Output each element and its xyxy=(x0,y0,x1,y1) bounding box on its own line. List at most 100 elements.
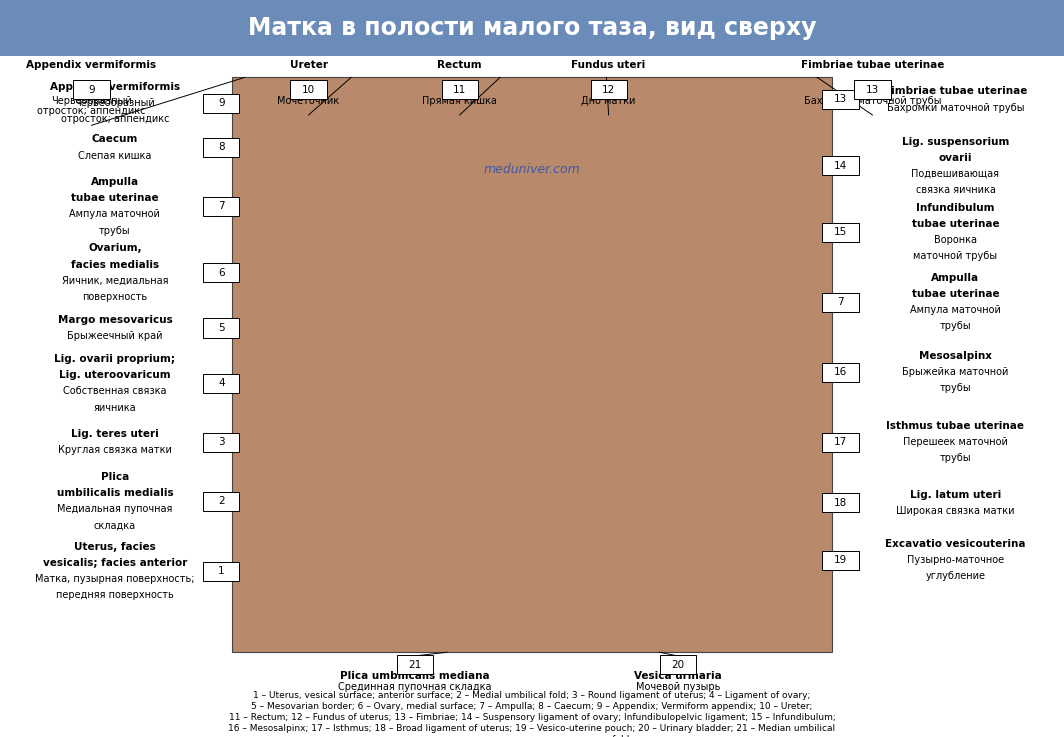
FancyBboxPatch shape xyxy=(203,318,239,338)
FancyBboxPatch shape xyxy=(203,263,239,282)
Text: meduniver.com: meduniver.com xyxy=(484,163,580,176)
Text: яичника: яичника xyxy=(94,402,136,413)
Text: fold: fold xyxy=(434,736,630,737)
Text: 5: 5 xyxy=(218,323,225,333)
Text: 3: 3 xyxy=(218,437,225,447)
Text: Plica umbilicalis mediana: Plica umbilicalis mediana xyxy=(340,671,489,681)
Text: трубы: трубы xyxy=(940,453,971,464)
Text: 17: 17 xyxy=(834,437,847,447)
Text: tubae uterinae: tubae uterinae xyxy=(912,289,999,299)
Text: Mesosalpinx: Mesosalpinx xyxy=(919,351,992,361)
Text: Appendix vermiformis: Appendix vermiformis xyxy=(50,82,180,92)
Text: Бахромки маточной трубы: Бахромки маточной трубы xyxy=(803,96,942,106)
Text: tubae uterinae: tubae uterinae xyxy=(71,193,159,203)
Text: 19: 19 xyxy=(834,555,847,565)
Text: 5 – Mesovarian border; 6 – Ovary, medial surface; 7 – Ampulla; 8 – Caecum; 9 – A: 5 – Mesovarian border; 6 – Ovary, medial… xyxy=(251,702,813,711)
Text: 7: 7 xyxy=(837,297,844,307)
FancyBboxPatch shape xyxy=(203,197,239,216)
FancyBboxPatch shape xyxy=(822,433,859,452)
Text: отросток; аппендикс: отросток; аппендикс xyxy=(61,114,169,125)
FancyBboxPatch shape xyxy=(660,655,696,674)
Text: Fimbriae tubae uterinae: Fimbriae tubae uterinae xyxy=(801,60,944,70)
Text: Срединная пупочная складка: Срединная пупочная складка xyxy=(338,682,492,692)
Text: 11 – Rectum; 12 – Fundus of uterus; 13 – Fimbriae; 14 – Suspensory ligament of o: 11 – Rectum; 12 – Fundus of uterus; 13 –… xyxy=(229,713,835,722)
Text: Подвешивающая: Подвешивающая xyxy=(912,169,999,179)
Text: Матка в полости малого таза, вид сверху: Матка в полости малого таза, вид сверху xyxy=(248,16,816,40)
Text: 1 – Uterus, vesical surface; anterior surface; 2 – Medial umbilical fold; 3 – Ro: 1 – Uterus, vesical surface; anterior su… xyxy=(253,691,811,700)
Text: Бахромки маточной трубы: Бахромки маточной трубы xyxy=(886,102,1025,113)
Text: Vesica urinaria: Vesica urinaria xyxy=(634,671,721,681)
Text: трубы: трубы xyxy=(940,383,971,394)
Text: Червеобразный: Червеобразный xyxy=(51,96,132,106)
Text: Ampulla: Ampulla xyxy=(90,177,139,187)
Text: Uterus, facies: Uterus, facies xyxy=(74,542,155,552)
Text: 10: 10 xyxy=(302,85,315,95)
Text: Прямая кишка: Прямая кишка xyxy=(422,96,497,106)
Text: Lig. latum uteri: Lig. latum uteri xyxy=(910,489,1001,500)
Text: 15: 15 xyxy=(834,227,847,237)
Text: Ampulla: Ampulla xyxy=(931,273,980,283)
Text: 2: 2 xyxy=(218,496,225,506)
Text: Перешеек маточной: Перешеек маточной xyxy=(903,437,1008,447)
Text: Брыжеечный край: Брыжеечный край xyxy=(67,331,163,341)
Text: Lig. suspensorium: Lig. suspensorium xyxy=(902,136,1009,147)
Text: Isthmus tubae uterinae: Isthmus tubae uterinae xyxy=(886,421,1025,431)
Text: Lig. uteroovaricum: Lig. uteroovaricum xyxy=(60,370,170,380)
Text: 12: 12 xyxy=(602,85,615,95)
Text: складка: складка xyxy=(94,520,136,531)
Text: Ovarium,: Ovarium, xyxy=(88,243,142,254)
FancyBboxPatch shape xyxy=(822,293,859,312)
Text: 16: 16 xyxy=(834,367,847,377)
Text: Caecum: Caecum xyxy=(92,134,138,144)
Text: Plica: Plica xyxy=(101,472,129,482)
Text: 18: 18 xyxy=(834,497,847,508)
Text: трубы: трубы xyxy=(940,321,971,332)
Text: трубы: трубы xyxy=(99,226,131,236)
FancyBboxPatch shape xyxy=(203,433,239,452)
FancyBboxPatch shape xyxy=(822,223,859,242)
Text: Слепая кишка: Слепая кишка xyxy=(79,150,151,161)
Text: Margo mesovaricus: Margo mesovaricus xyxy=(57,315,172,325)
Text: ovarii: ovarii xyxy=(938,153,972,163)
Text: facies medialis: facies medialis xyxy=(71,259,159,270)
FancyBboxPatch shape xyxy=(822,493,859,512)
Text: Червеобразный: Червеобразный xyxy=(74,98,155,108)
FancyBboxPatch shape xyxy=(203,562,239,581)
Text: Rectum: Rectum xyxy=(437,60,482,70)
Text: Fimbriae tubae uterinae: Fimbriae tubae uterinae xyxy=(884,86,1027,97)
Text: связка яичника: связка яичника xyxy=(915,185,996,195)
FancyBboxPatch shape xyxy=(290,80,327,99)
Text: отросток; аппендикс: отросток; аппендикс xyxy=(37,106,146,116)
FancyBboxPatch shape xyxy=(203,138,239,157)
FancyBboxPatch shape xyxy=(73,80,110,99)
Text: Воронка: Воронка xyxy=(934,235,977,245)
Text: 13: 13 xyxy=(834,94,847,105)
Text: 11: 11 xyxy=(453,85,466,95)
Text: umbilicalis medialis: umbilicalis medialis xyxy=(56,488,173,498)
FancyBboxPatch shape xyxy=(591,80,627,99)
Text: 7: 7 xyxy=(218,201,225,212)
Text: 4: 4 xyxy=(218,378,225,388)
Text: 20: 20 xyxy=(671,660,684,670)
Text: Собственная связка: Собственная связка xyxy=(63,386,167,397)
Text: 14: 14 xyxy=(834,161,847,171)
Text: 1: 1 xyxy=(218,566,225,576)
Text: 9: 9 xyxy=(88,85,95,95)
FancyBboxPatch shape xyxy=(397,655,433,674)
Text: Брыжейка маточной: Брыжейка маточной xyxy=(902,367,1009,377)
Text: Матка, пузырная поверхность;: Матка, пузырная поверхность; xyxy=(35,574,195,584)
Text: 8: 8 xyxy=(218,142,225,153)
Text: 9: 9 xyxy=(218,98,225,108)
Text: 16 – Mesosalpinx; 17 – Isthmus; 18 – Broad ligament of uterus; 19 – Vesico-uteri: 16 – Mesosalpinx; 17 – Isthmus; 18 – Bro… xyxy=(229,724,835,733)
Text: Яичник, медиальная: Яичник, медиальная xyxy=(62,276,168,286)
Text: Мочевой пузырь: Мочевой пузырь xyxy=(635,682,720,692)
Text: 6: 6 xyxy=(218,268,225,278)
Text: Мочеточник: Мочеточник xyxy=(278,96,339,106)
Text: Lig. ovarii proprium;: Lig. ovarii proprium; xyxy=(54,354,176,364)
Text: Дно матки: Дно матки xyxy=(581,96,636,106)
Text: Ureter: Ureter xyxy=(289,60,328,70)
Text: Ампула маточной: Ампула маточной xyxy=(69,209,161,220)
Text: углубление: углубление xyxy=(926,571,985,581)
FancyBboxPatch shape xyxy=(203,94,239,113)
Text: Infundibulum: Infundibulum xyxy=(916,203,995,213)
